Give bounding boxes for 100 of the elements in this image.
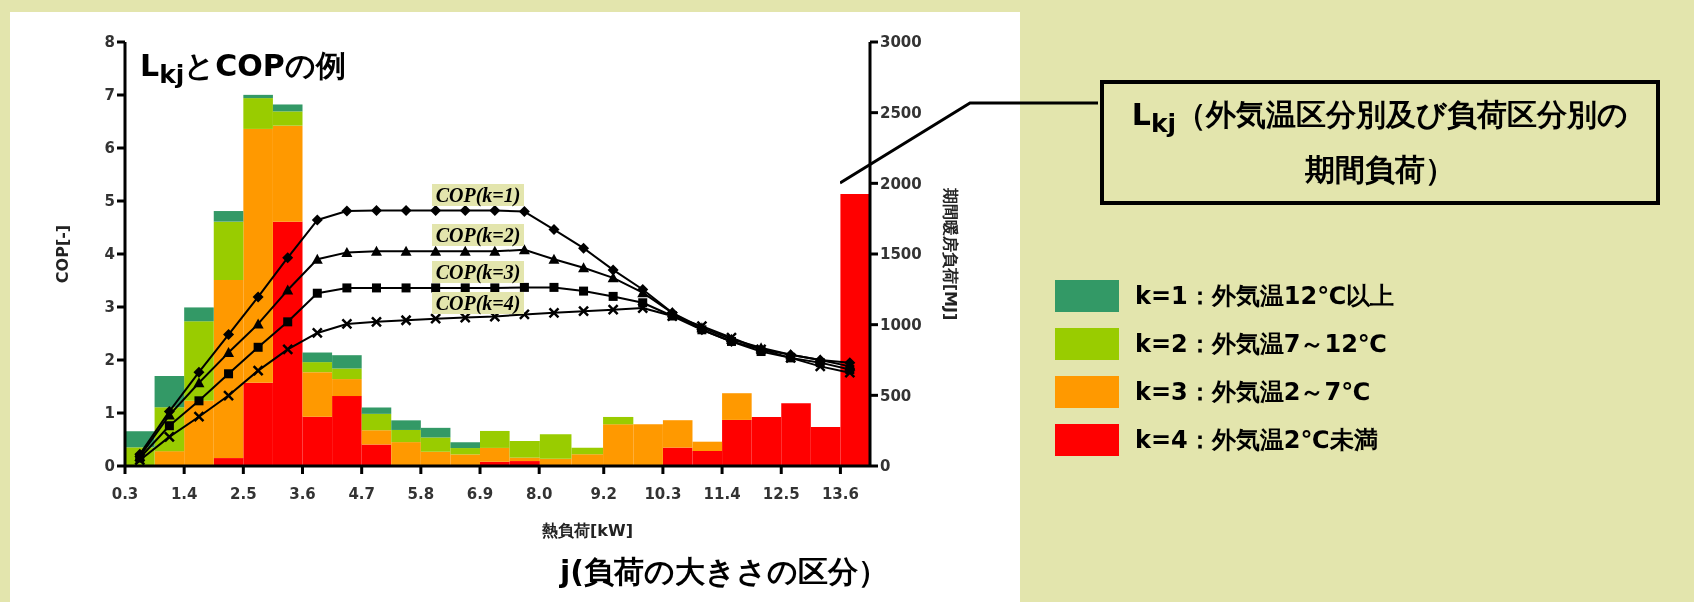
point [549, 282, 559, 292]
point [636, 302, 649, 314]
x-tick-label: 8.0 [525, 484, 553, 503]
point [222, 389, 235, 402]
bar [361, 413, 392, 431]
y-tick-label: 2 [104, 351, 115, 370]
y-tick-label: 4 [104, 245, 115, 264]
point [223, 347, 235, 358]
point [252, 291, 264, 303]
y-tick-label: 3 [104, 298, 115, 317]
series-label: COP(k=3) [431, 260, 525, 283]
text: j(負荷の大きさの区分） [560, 553, 888, 591]
point [311, 214, 323, 226]
point [164, 421, 174, 431]
point [608, 291, 618, 301]
point [579, 286, 589, 296]
point [548, 224, 560, 236]
y-tick-label: 0 [104, 457, 115, 476]
x-tick-label: 1.4 [170, 484, 198, 503]
x-tick-label: 13.6 [821, 484, 859, 503]
y2-tick-label: 500 [880, 386, 912, 405]
point [607, 264, 619, 276]
bar [603, 416, 634, 425]
y-axis-title: COP[-] [52, 224, 72, 284]
series-label: COP(k=4) [431, 291, 525, 314]
x-tick-label: 5.8 [407, 484, 435, 503]
text: L$_{kj}$（外気温区分別及び負荷区分別の期間負荷） [1100, 80, 1660, 205]
bar [213, 221, 244, 281]
point [548, 307, 560, 319]
point [607, 303, 619, 316]
point [844, 366, 856, 379]
bar [272, 104, 303, 112]
point [163, 431, 176, 443]
y2-tick-label: 2500 [880, 103, 922, 122]
point [578, 262, 590, 273]
x-tick-label: 3.6 [289, 484, 316, 503]
y2-tick-label: 0 [880, 457, 891, 476]
y2-tick-label: 1000 [880, 315, 922, 334]
point [282, 252, 294, 264]
y2-tick-label: 3000 [880, 33, 922, 52]
point [252, 364, 264, 377]
y2-tick-label: 2000 [880, 174, 922, 193]
point [460, 283, 470, 293]
point [311, 253, 323, 264]
point [370, 316, 383, 328]
point [490, 283, 500, 293]
point [400, 205, 412, 217]
point [400, 314, 412, 326]
point [193, 366, 205, 378]
point [312, 288, 322, 298]
bar [722, 393, 752, 420]
point [341, 318, 353, 330]
x-tick-label: 11.4 [703, 484, 741, 503]
legend-label: k=3：外気温2～7℃ [1135, 377, 1371, 408]
point [400, 245, 412, 256]
point [430, 205, 442, 217]
bar [243, 94, 273, 99]
x-tick-label: 6.9 [466, 484, 494, 503]
point [430, 245, 442, 256]
point [341, 246, 353, 257]
point [518, 244, 530, 255]
point [577, 305, 590, 317]
point [282, 284, 294, 295]
legend-label: k=1：外気温12℃以上 [1135, 281, 1395, 312]
y2-axis-title: 期間暖房負荷[MJ] [941, 186, 961, 321]
point [194, 396, 204, 406]
x-tick-label: 0.3 [111, 484, 139, 503]
legend-label: k=4：外気温2℃未満 [1135, 425, 1378, 456]
point [341, 205, 353, 217]
bar [450, 442, 481, 449]
point [578, 242, 590, 254]
x-axis-title: 熱負荷[kW] [541, 521, 633, 540]
y-tick-label: 7 [104, 86, 115, 105]
point [224, 369, 234, 379]
bar [361, 407, 392, 414]
legend-label: k=2：外気温7～12℃ [1135, 329, 1387, 360]
bar [154, 375, 185, 408]
point [311, 327, 324, 339]
y-tick-label: 5 [104, 192, 115, 211]
y-tick-label: 6 [104, 139, 115, 158]
point [283, 317, 293, 327]
y2-tick-label: 1500 [880, 245, 922, 264]
point [223, 329, 235, 341]
x-tick-label: 9.2 [590, 484, 618, 503]
x-tick-label: 4.7 [348, 484, 375, 503]
point [431, 283, 441, 293]
y-tick-label: 8 [104, 33, 115, 52]
series-label: COP(k=1) [431, 183, 525, 206]
bar [184, 307, 214, 322]
point [193, 410, 205, 423]
point [518, 206, 530, 218]
bar [213, 211, 244, 222]
point [342, 283, 352, 293]
point [370, 205, 382, 217]
point [519, 282, 529, 292]
point [548, 253, 560, 264]
x-tick-label: 12.5 [762, 484, 800, 503]
y-tick-label: 1 [104, 404, 115, 423]
point [370, 245, 382, 256]
point [401, 283, 411, 293]
